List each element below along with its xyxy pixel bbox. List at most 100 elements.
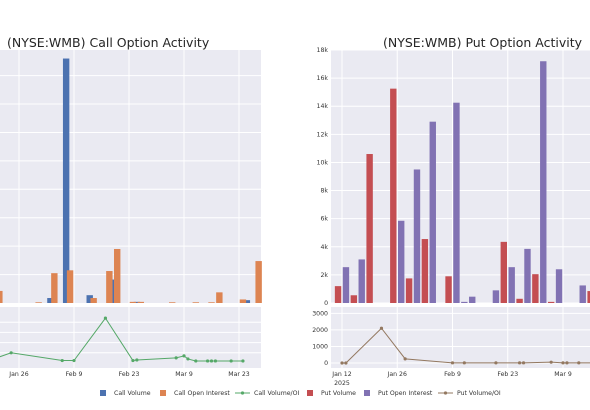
put-y-tick-label: 16k: [317, 75, 329, 82]
call-ratio-point: [186, 357, 190, 361]
call-ratio-point: [131, 358, 135, 363]
put-ratio-point: [340, 361, 344, 365]
put-ratio-point: [561, 361, 565, 365]
put-put-open-interest-bar: [429, 121, 436, 303]
put-y-tick-label: 14k: [317, 103, 329, 110]
call-ratio-point: [103, 316, 108, 320]
legend-put-volume-oi-marker: [443, 391, 448, 395]
put-put-volume-bar: [421, 239, 429, 303]
put-put-open-interest-bar: [540, 61, 547, 303]
call-call-open-interest-bar: [137, 301, 144, 303]
put-put-volume-bar: [334, 286, 342, 303]
put-ratio-y-tick-label: 1000: [312, 343, 328, 350]
put-put-volume-bar: [390, 88, 397, 304]
put-ratio-point: [565, 361, 569, 365]
call-call-open-interest-bar: [169, 302, 176, 303]
put-ratio-y-tick-label: 0: [324, 360, 328, 367]
put-ratio-point: [379, 326, 384, 330]
legend-call-open-interest-label: Call Open Interest: [174, 390, 230, 397]
call-call-open-interest-bar: [239, 299, 247, 303]
put-put-volume-bar: [500, 241, 508, 303]
call-call-open-interest-bar: [106, 271, 113, 303]
call-ratio-point: [60, 358, 64, 363]
put-put-open-interest-bar: [453, 102, 460, 303]
call-main-plot-area: [0, 50, 261, 303]
call-call-open-interest-bar: [90, 298, 97, 303]
put-put-open-interest-bar: [397, 220, 405, 303]
put-x-tick-label: Jan 12: [331, 371, 351, 378]
call-ratio-point: [229, 359, 233, 363]
call-call-open-interest-bar: [208, 302, 215, 303]
put-x-tick-label: Jan 26: [387, 371, 407, 378]
put-ratio-point: [549, 360, 553, 364]
put-ratio-point: [494, 361, 498, 365]
call-ratio-line: [0, 317, 243, 362]
call-ratio-plot-area: [0, 307, 261, 368]
call-ratio-point: [194, 359, 198, 363]
put-ratio-point: [450, 361, 455, 365]
call-call-volume-bar: [110, 279, 117, 303]
put-chart-title: (NYSE:WMB) Put Option Activity: [383, 35, 583, 50]
call-x-tick-label: Feb 23: [119, 371, 140, 378]
put-put-volume-bar: [366, 154, 373, 303]
legend-call-open-interest-swatch: [160, 390, 166, 396]
put-y-tick-label: 0: [324, 300, 328, 307]
put-put-volume-bar: [547, 301, 555, 303]
call-call-volume-bar: [133, 301, 141, 303]
put-x-tick-label: Feb 9: [444, 371, 461, 378]
put-put-open-interest-bar: [492, 290, 500, 303]
put-y-tick-label: 10k: [317, 159, 329, 166]
legend-put-open-interest-swatch: [364, 390, 370, 396]
call-ratio-point: [9, 351, 13, 355]
call-call-open-interest-bar: [129, 301, 137, 303]
call-ratio-point: [182, 354, 186, 358]
put-ratio-point: [462, 361, 466, 365]
put-y-tick-label: 12k: [317, 131, 329, 138]
put-put-open-interest-bar: [555, 269, 563, 303]
call-x-tick-label: Mar 9: [175, 371, 193, 378]
call-call-volume-bar: [243, 300, 251, 303]
put-ratio-plot-area: [331, 307, 590, 368]
call-call-open-interest-bar: [114, 248, 121, 303]
put-put-open-interest-bar: [508, 267, 515, 303]
put-y-tick-label: 2k: [320, 272, 328, 279]
put-put-open-interest-bar: [342, 267, 350, 303]
put-y-tick-label: 18k: [317, 47, 329, 54]
call-call-open-interest-bar: [216, 292, 223, 303]
legend-call-volume-label: Call Volume: [114, 390, 151, 397]
put-ratio-point: [521, 361, 526, 365]
legend-call-volume-oi-label: Call Volume/OI: [254, 390, 299, 397]
put-ratio-point: [344, 361, 348, 365]
put-put-volume-bar: [350, 295, 358, 303]
call-ratio-point: [174, 356, 178, 360]
call-call-open-interest-bar: [255, 261, 262, 303]
call-call-open-interest-bar: [51, 273, 58, 303]
legend-put-volume-oi-label: Put Volume/OI: [457, 390, 501, 397]
put-ratio-point: [517, 361, 522, 365]
put-put-open-interest-bar: [461, 301, 468, 303]
put-put-open-interest-bar: [524, 248, 531, 303]
put-put-open-interest-bar: [579, 285, 586, 303]
put-put-volume-bar: [405, 278, 413, 303]
put-x-tick-label: Mar 9: [554, 371, 572, 378]
legend-call-volume-oi-marker: [240, 391, 245, 395]
call-ratio-point: [209, 359, 214, 363]
call-ratio-point: [135, 358, 139, 362]
put-ratio-point: [577, 361, 581, 365]
call-x-tick-label: Feb 9: [66, 371, 83, 378]
put-y-tick-label: 4k: [320, 244, 328, 251]
call-call-volume-bar: [47, 298, 54, 303]
call-call-open-interest-bar: [35, 302, 42, 303]
legend-call-volume-swatch: [100, 390, 106, 396]
call-x-tick-label: Mar 23: [228, 371, 250, 378]
legend-put-volume-swatch: [307, 390, 313, 396]
put-put-volume-bar: [445, 276, 452, 303]
put-ratio-point: [403, 357, 407, 361]
put-y-tick-label: 8k: [320, 188, 328, 195]
call-call-open-interest-bar: [192, 302, 199, 303]
call-call-open-interest-bar: [0, 290, 3, 303]
put-ratio-y-tick-label: 2000: [312, 327, 328, 334]
put-put-volume-bar: [516, 298, 523, 303]
call-x-tick-label: Jan 26: [8, 371, 28, 378]
